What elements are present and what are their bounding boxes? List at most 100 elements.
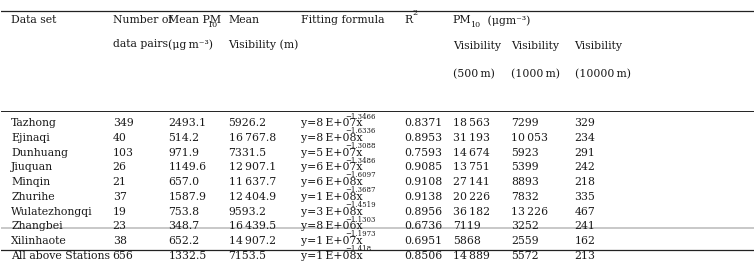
Text: 103: 103 [112, 148, 134, 158]
Text: y=1 E+08x: y=1 E+08x [300, 192, 362, 202]
Text: Visibility: Visibility [511, 41, 559, 51]
Text: 656: 656 [112, 251, 134, 261]
Text: −1.6097: −1.6097 [346, 171, 376, 179]
Text: Data set: Data set [11, 15, 57, 25]
Text: 10 053: 10 053 [511, 133, 548, 143]
Text: y=1 E+08x: y=1 E+08x [300, 251, 362, 261]
Text: 1332.5: 1332.5 [168, 251, 207, 261]
Text: y=8 E+06x: y=8 E+06x [300, 221, 362, 231]
Text: 3252: 3252 [511, 221, 539, 231]
Text: Minqin: Minqin [11, 177, 51, 187]
Text: Mean PM: Mean PM [168, 15, 221, 25]
Text: −1.1303: −1.1303 [346, 216, 376, 224]
Text: 1149.6: 1149.6 [168, 162, 207, 172]
Text: 0.6951: 0.6951 [405, 236, 442, 246]
Text: 335: 335 [575, 192, 596, 202]
Text: 20 226: 20 226 [453, 192, 490, 202]
Text: 19: 19 [112, 206, 127, 216]
Text: 13 226: 13 226 [511, 206, 549, 216]
Text: 14 889: 14 889 [453, 251, 489, 261]
Text: −1.3466: −1.3466 [346, 113, 376, 120]
Text: Wulatezhongqi: Wulatezhongqi [11, 206, 93, 216]
Text: 36 182: 36 182 [453, 206, 490, 216]
Text: PM: PM [453, 15, 471, 25]
Text: 234: 234 [575, 133, 596, 143]
Text: y=6 E+07x: y=6 E+07x [300, 162, 362, 172]
Text: 10: 10 [470, 21, 480, 29]
Text: 1587.9: 1587.9 [168, 192, 206, 202]
Text: (10000 m): (10000 m) [575, 69, 630, 79]
Text: −1.1973: −1.1973 [346, 230, 376, 238]
Text: 37: 37 [112, 192, 127, 202]
Text: 753.8: 753.8 [168, 206, 199, 216]
Text: 349: 349 [112, 118, 134, 128]
Text: 10: 10 [207, 21, 217, 29]
Text: y=3 E+08x: y=3 E+08x [300, 206, 362, 216]
Text: 0.9138: 0.9138 [405, 192, 443, 202]
Text: Visibility: Visibility [453, 41, 501, 51]
Text: 652.2: 652.2 [168, 236, 199, 246]
Text: 38: 38 [112, 236, 127, 246]
Text: 0.6736: 0.6736 [405, 221, 443, 231]
Text: 5399: 5399 [511, 162, 539, 172]
Text: 213: 213 [575, 251, 596, 261]
Text: 16 767.8: 16 767.8 [229, 133, 276, 143]
Text: 13 751: 13 751 [453, 162, 489, 172]
Text: 31 193: 31 193 [453, 133, 490, 143]
Text: Xilinhaote: Xilinhaote [11, 236, 67, 246]
Text: Ejinaqi: Ejinaqi [11, 133, 50, 143]
Text: 5572: 5572 [511, 251, 539, 261]
Text: y=5 E+07x: y=5 E+07x [300, 148, 362, 158]
Text: 8893: 8893 [511, 177, 539, 187]
Text: (μgm⁻³): (μgm⁻³) [483, 15, 530, 26]
Text: 9593.2: 9593.2 [229, 206, 267, 216]
Text: 0.8506: 0.8506 [405, 251, 443, 261]
Text: 18 563: 18 563 [453, 118, 490, 128]
Text: 11 637.7: 11 637.7 [229, 177, 276, 187]
Text: Zhurihe: Zhurihe [11, 192, 55, 202]
Text: 291: 291 [575, 148, 596, 158]
Text: 0.9085: 0.9085 [405, 162, 442, 172]
Text: 14 674: 14 674 [453, 148, 489, 158]
Text: (μg m⁻³): (μg m⁻³) [168, 39, 214, 50]
Text: 2: 2 [413, 9, 418, 17]
Text: 7153.5: 7153.5 [229, 251, 267, 261]
Text: y=1 E+07x: y=1 E+07x [300, 236, 362, 246]
Text: Fitting formula: Fitting formula [300, 15, 384, 25]
Text: (1000 m): (1000 m) [511, 69, 560, 79]
Text: Mean: Mean [229, 15, 260, 25]
Text: 5926.2: 5926.2 [229, 118, 267, 128]
Text: −1.3088: −1.3088 [346, 142, 376, 150]
Text: 0.7593: 0.7593 [405, 148, 442, 158]
Text: Jiuquan: Jiuquan [11, 162, 54, 172]
Text: −1.4519: −1.4519 [346, 201, 376, 209]
Text: −1.418: −1.418 [346, 245, 371, 253]
Text: 7119: 7119 [453, 221, 480, 231]
Text: Zhangbei: Zhangbei [11, 221, 63, 231]
Text: 162: 162 [575, 236, 596, 246]
Text: 26: 26 [112, 162, 127, 172]
Text: −1.3486: −1.3486 [346, 157, 376, 165]
Text: y=8 E+08x: y=8 E+08x [300, 133, 362, 143]
Text: Tazhong: Tazhong [11, 118, 57, 128]
Text: 218: 218 [575, 177, 596, 187]
Text: 0.8371: 0.8371 [405, 118, 443, 128]
Text: y=6 E+08x: y=6 E+08x [300, 177, 362, 187]
Text: data pairs: data pairs [112, 39, 168, 49]
Text: All above Stations: All above Stations [11, 251, 110, 261]
Text: 40: 40 [112, 133, 127, 143]
Text: 16 439.5: 16 439.5 [229, 221, 276, 231]
Text: 5923: 5923 [511, 148, 539, 158]
Text: −1.3687: −1.3687 [346, 186, 376, 194]
Text: 467: 467 [575, 206, 596, 216]
Text: 23: 23 [112, 221, 127, 231]
Text: 5868: 5868 [453, 236, 481, 246]
Text: 12 907.1: 12 907.1 [229, 162, 276, 172]
Text: 0.8953: 0.8953 [405, 133, 442, 143]
Text: 0.9108: 0.9108 [405, 177, 443, 187]
Text: 2559: 2559 [511, 236, 539, 246]
Text: (500 m): (500 m) [453, 69, 495, 79]
Text: 7832: 7832 [511, 192, 539, 202]
Text: 242: 242 [575, 162, 596, 172]
Text: 0.8956: 0.8956 [405, 206, 442, 216]
